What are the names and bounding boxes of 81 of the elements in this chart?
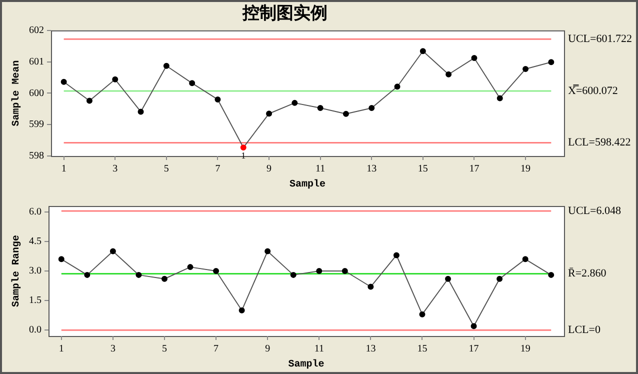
- x-tick-label: 19: [520, 344, 530, 355]
- x-tick-label: 1: [58, 344, 64, 355]
- x-tick-label: 13: [366, 164, 377, 175]
- x-axis-title: Sample: [289, 178, 326, 191]
- point: [496, 95, 503, 102]
- point: [548, 59, 554, 66]
- y-tick-label: 602: [29, 25, 44, 36]
- x-tick-label: 7: [215, 164, 220, 175]
- point: [522, 256, 528, 262]
- x-tick-label: 9: [266, 164, 272, 175]
- x-tick-label: 1: [61, 164, 66, 175]
- x-tick-label: 5: [162, 344, 167, 355]
- x-tick-label: 3: [112, 164, 118, 175]
- y-tick-label: 0.0: [29, 324, 42, 336]
- point: [316, 268, 322, 274]
- x-tick-label: 15: [417, 344, 428, 355]
- x-tick-label: 5: [164, 164, 169, 175]
- point: [189, 80, 196, 86]
- point: [368, 104, 375, 111]
- x-tick-label: 7: [214, 344, 219, 355]
- point: [112, 76, 118, 82]
- x-tick-label: 19: [520, 164, 531, 175]
- point: [470, 323, 477, 330]
- point: [214, 96, 221, 102]
- ref-line-label: X̿=600.072: [568, 84, 618, 97]
- y-axis-title: Sample Mean: [10, 60, 23, 126]
- point: [446, 71, 452, 78]
- x-tick-label: 9: [265, 344, 270, 355]
- point: [58, 256, 64, 262]
- point: [548, 272, 554, 278]
- ref-line-label: LCL=0: [568, 324, 601, 336]
- y-tick-label: 598: [29, 150, 44, 162]
- point: [266, 110, 272, 117]
- point: [496, 276, 503, 282]
- x-tick-label: 13: [366, 344, 376, 355]
- y-tick-label: 600: [29, 88, 44, 99]
- point: [138, 108, 144, 115]
- point: [342, 268, 348, 274]
- point: [136, 272, 142, 278]
- ref-line-label: R̄=2.860: [568, 268, 607, 280]
- point: [238, 307, 245, 314]
- y-tick-label: 599: [29, 119, 44, 130]
- y-tick-label: 601: [29, 56, 44, 68]
- chart-title: 控制图实例: [242, 4, 328, 24]
- y-axis-title: Sample Range: [10, 234, 23, 308]
- point: [161, 276, 168, 282]
- point: [393, 252, 400, 258]
- point: [60, 78, 67, 85]
- point: [342, 110, 349, 117]
- point: [471, 55, 478, 62]
- y-tick-label: 1.5: [29, 295, 42, 306]
- point: [317, 104, 324, 111]
- point: [394, 84, 400, 90]
- point: [84, 272, 90, 278]
- point: [213, 268, 220, 274]
- x-tick-label: 15: [418, 164, 428, 175]
- point: [240, 144, 246, 151]
- point: [522, 66, 529, 72]
- point: [368, 284, 374, 290]
- y-tick-label: 3.0: [29, 266, 42, 277]
- x-tick-label: 17: [468, 344, 479, 355]
- point: [292, 100, 298, 106]
- point: [264, 248, 271, 254]
- point: [290, 272, 296, 278]
- ref-line-label: UCL=601.722: [568, 33, 632, 46]
- point: [420, 48, 426, 54]
- point: [187, 264, 194, 270]
- y-tick-label: 4.5: [29, 236, 42, 248]
- ref-line-label: LCL=598.422: [568, 136, 631, 149]
- x-tick-label: 11: [316, 164, 326, 175]
- point: [445, 276, 452, 282]
- x-tick-label: 3: [110, 344, 116, 355]
- y-tick-label: 6.0: [29, 206, 42, 218]
- point: [110, 248, 116, 254]
- point: [163, 62, 170, 69]
- x-axis-title: Sample: [288, 358, 324, 371]
- ref-line-label: UCL=6.048: [568, 204, 622, 217]
- point: [86, 98, 92, 104]
- point: [419, 311, 426, 318]
- x-tick-label: 17: [469, 164, 480, 175]
- x-tick-label: 11: [314, 344, 324, 355]
